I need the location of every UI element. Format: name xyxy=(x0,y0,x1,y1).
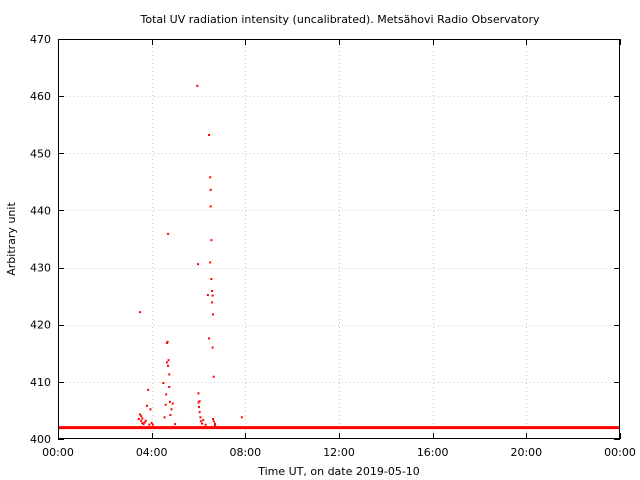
data-point xyxy=(211,290,214,292)
data-point xyxy=(162,382,165,384)
data-point xyxy=(164,403,167,406)
data-point xyxy=(208,337,211,340)
data-point xyxy=(168,400,171,403)
axis-ticks xyxy=(58,39,621,440)
x-axis-label: Time UT, on date 2019-05-10 xyxy=(257,465,420,478)
data-point xyxy=(141,422,144,424)
data-point xyxy=(206,294,209,296)
data-point xyxy=(212,375,215,378)
data-point xyxy=(141,417,144,420)
data-points xyxy=(58,84,620,430)
data-point xyxy=(148,423,151,426)
data-point xyxy=(198,400,201,403)
data-point xyxy=(170,408,173,411)
data-point xyxy=(168,373,171,376)
data-point xyxy=(138,413,141,416)
data-point xyxy=(197,263,200,266)
data-point xyxy=(208,134,211,136)
data-point xyxy=(167,359,170,362)
data-point xyxy=(147,388,150,391)
data-point xyxy=(142,423,145,426)
data-point xyxy=(213,422,216,425)
data-point xyxy=(212,313,215,316)
data-point xyxy=(197,401,200,404)
data-point xyxy=(202,419,205,422)
data-point xyxy=(167,232,170,235)
data-point xyxy=(210,239,213,242)
data-point xyxy=(166,340,169,343)
data-point xyxy=(167,364,170,367)
y-tick-label: 450 xyxy=(30,147,51,160)
y-tick-label: 410 xyxy=(30,376,51,389)
data-point xyxy=(163,416,166,419)
y-axis-label: Arbitrary unit xyxy=(5,202,18,276)
x-tick-label: 00:00 xyxy=(604,446,636,459)
data-point xyxy=(197,406,200,408)
data-point xyxy=(149,408,152,411)
data-point xyxy=(201,422,204,425)
chart-title: Total UV radiation intensity (uncalibrat… xyxy=(140,13,540,26)
data-point xyxy=(143,421,146,424)
data-point xyxy=(199,420,202,423)
data-point xyxy=(209,188,212,191)
data-point xyxy=(204,423,207,426)
data-point xyxy=(209,205,212,208)
data-point xyxy=(137,418,140,420)
tick-labels: 00:00 04:00 08:00 12:00 16:00 20:00 00:0040041… xyxy=(30,33,636,459)
y-tick-label: 460 xyxy=(30,90,51,103)
data-point xyxy=(210,278,213,280)
x-tick-label: 20:00 xyxy=(510,446,542,459)
data-point xyxy=(165,393,168,396)
data-point xyxy=(144,419,147,422)
data-point xyxy=(211,346,214,349)
data-point xyxy=(140,415,143,418)
data-point xyxy=(165,342,168,344)
data-point xyxy=(145,404,148,407)
data-point xyxy=(213,424,216,427)
data-point xyxy=(240,416,243,419)
x-tick-label: 12:00 xyxy=(323,446,355,459)
data-point xyxy=(138,311,141,314)
y-tick-label: 420 xyxy=(30,319,51,332)
data-point xyxy=(151,423,154,426)
data-point xyxy=(140,419,143,422)
data-point xyxy=(212,420,215,423)
data-point xyxy=(212,418,215,420)
data-point xyxy=(174,423,177,426)
data-point xyxy=(169,414,172,416)
data-point xyxy=(198,411,201,414)
y-tick-label: 400 xyxy=(30,433,51,446)
y-tick-label: 470 xyxy=(30,33,51,46)
data-point xyxy=(168,386,171,388)
data-point xyxy=(196,84,199,87)
data-point xyxy=(150,422,153,424)
x-tick-label: 04:00 xyxy=(136,446,168,459)
x-tick-label: 00:00 xyxy=(42,446,74,459)
data-point xyxy=(211,294,214,297)
y-tick-label: 440 xyxy=(30,204,51,217)
data-point xyxy=(209,261,212,264)
data-point xyxy=(209,176,212,179)
data-point xyxy=(197,392,200,395)
data-point xyxy=(165,361,168,364)
y-tick-label: 430 xyxy=(30,262,51,275)
data-point xyxy=(211,301,214,304)
x-tick-label: 16:00 xyxy=(417,446,449,459)
x-tick-label: 08:00 xyxy=(229,446,261,459)
data-point xyxy=(171,402,174,405)
data-point xyxy=(199,416,202,419)
grid xyxy=(58,39,620,439)
